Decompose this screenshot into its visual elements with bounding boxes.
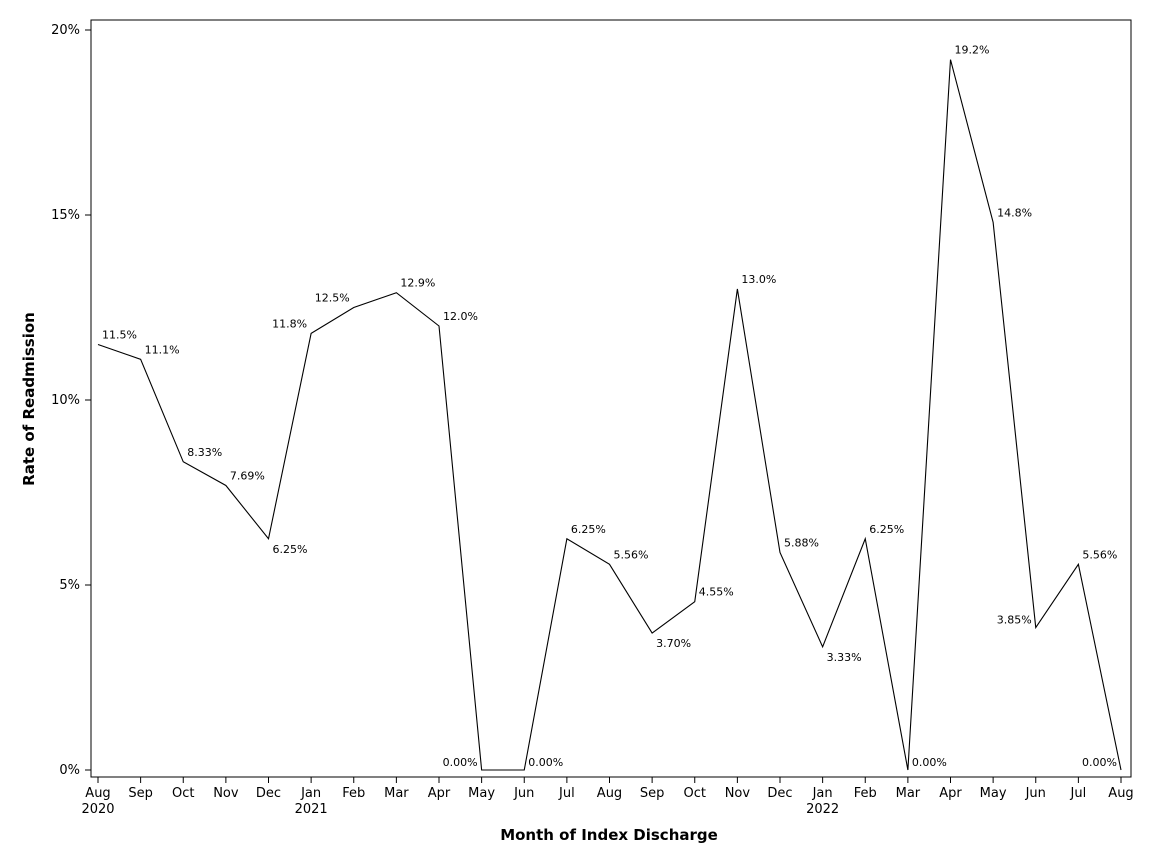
data-label: 19.2% [955,44,990,57]
data-label: 7.69% [230,469,265,482]
y-tick-label: 20% [51,23,80,38]
x-tick-label: Aug [85,786,110,801]
x-tick-label: Feb [854,786,877,801]
data-label: 5.88% [784,536,819,549]
data-label: 11.8% [272,317,307,330]
x-tick-label: Oct [684,786,706,801]
data-label: 0.00% [443,756,478,769]
data-label: 6.25% [571,523,606,536]
data-label: 13.0% [741,273,776,286]
x-year-label: 2021 [295,802,328,817]
x-tick-label: May [980,786,1007,801]
data-label: 6.25% [869,523,904,536]
y-tick-label: 5% [59,578,80,593]
data-label: 8.33% [187,446,222,459]
y-tick-label: 0% [59,763,80,778]
data-label: 0.00% [1082,756,1117,769]
y-axis-title: Rate of Readmission [20,312,38,486]
x-tick-label: Jul [558,786,575,801]
y-tick-label: 15% [51,208,80,223]
data-label: 12.9% [400,277,435,290]
x-tick-label: Jun [1025,786,1046,801]
x-tick-label: Dec [767,786,792,801]
x-tick-label: Aug [1108,786,1133,801]
x-tick-label: Dec [256,786,281,801]
x-tick-label: Apr [939,786,962,801]
x-tick-label: Mar [384,786,409,801]
x-tick-label: Oct [172,786,194,801]
x-tick-label: Sep [640,786,665,801]
series-line [97,59,1122,771]
x-tick-label: Nov [725,786,751,801]
data-label: 11.1% [145,343,180,356]
series-layer [97,59,1122,771]
data-label: 5.56% [1082,548,1117,561]
x-tick-label: Mar [896,786,921,801]
y-axis: 0% 5% 10% 15% 20% [51,23,91,778]
data-label: 0.00% [528,756,563,769]
y-tick-label: 10% [51,393,80,408]
data-label: 3.70% [656,637,691,650]
x-tick-label: Sep [128,786,153,801]
x-tick-label: Apr [428,786,451,801]
x-tick-label: Jan [300,786,321,801]
data-labels-layer: 11.5% 11.1% 8.33% 7.69% 6.25% 11.8% 12.5% 12.9%… [102,44,1117,769]
data-label: 3.33% [827,651,862,664]
data-label: 12.0% [443,310,478,323]
x-axis-title: Month of Index Discharge [500,826,718,844]
data-label: 0.00% [912,756,947,769]
data-label: 6.25% [273,543,308,556]
data-label: 5.56% [614,548,649,561]
plot-frame [90,19,1132,778]
x-tick-label: Nov [213,786,239,801]
x-tick-label: Feb [342,786,365,801]
data-label: 3.85% [997,614,1032,627]
x-year-label: 2020 [81,802,114,817]
x-tick-label: Aug [597,786,622,801]
x-tick-label: Jan [812,786,833,801]
x-tick-label: May [468,786,495,801]
x-tick-label: Jul [1070,786,1087,801]
data-label: 4.55% [699,586,734,599]
x-tick-label: Jun [513,786,534,801]
data-label: 11.5% [102,329,137,342]
data-label: 14.8% [997,206,1032,219]
x-year-label: 2022 [806,802,839,817]
data-label: 12.5% [315,292,350,305]
